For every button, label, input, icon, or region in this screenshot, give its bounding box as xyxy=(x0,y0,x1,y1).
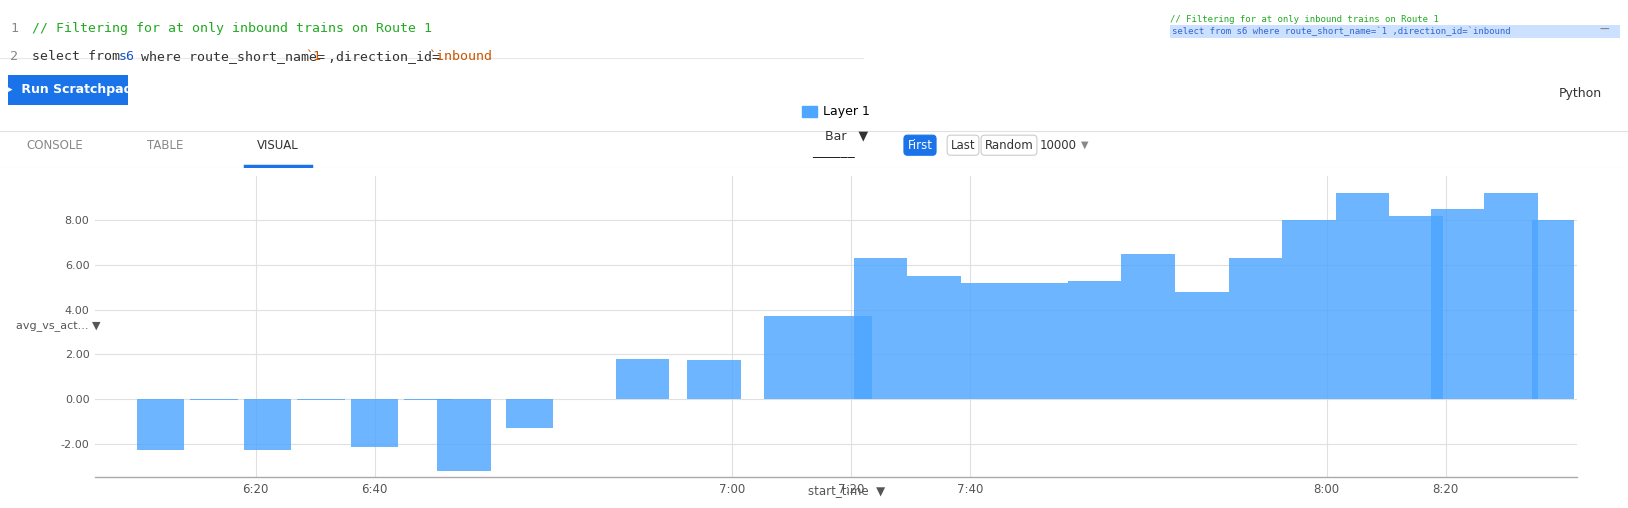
Bar xyxy=(1014,283,1068,399)
Text: `1: `1 xyxy=(306,50,322,63)
Bar xyxy=(817,316,871,399)
Bar xyxy=(615,359,669,399)
Text: VISUAL: VISUAL xyxy=(257,139,300,152)
Text: Random: Random xyxy=(985,139,1034,152)
Bar xyxy=(244,399,291,451)
Text: TABLE: TABLE xyxy=(147,139,184,152)
Text: Last: Last xyxy=(951,139,975,152)
Bar xyxy=(853,258,907,399)
Text: 2: 2 xyxy=(10,50,18,63)
Text: `inbound: `inbound xyxy=(428,50,492,63)
Bar xyxy=(1229,258,1283,399)
Bar xyxy=(1068,280,1122,399)
Bar xyxy=(137,399,184,451)
Text: CONSOLE: CONSOLE xyxy=(26,139,83,152)
Bar xyxy=(687,360,741,399)
Bar xyxy=(1431,209,1485,399)
Text: Q: Q xyxy=(1514,86,1527,100)
Bar xyxy=(1283,220,1335,399)
Text: // Filtering for at only inbound trains on Route 1: // Filtering for at only inbound trains … xyxy=(33,22,431,35)
Text: // Filtering for at only inbound trains on Route 1: // Filtering for at only inbound trains … xyxy=(1171,15,1439,24)
Bar xyxy=(1122,254,1175,399)
Text: −: − xyxy=(1599,22,1610,36)
Bar xyxy=(1175,292,1229,399)
Text: 10000: 10000 xyxy=(1040,139,1076,152)
Bar xyxy=(1485,194,1538,399)
Bar xyxy=(190,399,238,400)
Text: select from: select from xyxy=(33,50,129,63)
Text: ▼: ▼ xyxy=(1081,140,1089,150)
Text: ▶  Run Scratchpad: ▶ Run Scratchpad xyxy=(3,83,133,97)
Text: 1: 1 xyxy=(10,22,18,35)
Bar xyxy=(298,399,345,400)
Legend: Layer 1: Layer 1 xyxy=(796,101,874,123)
Text: s6: s6 xyxy=(119,50,135,63)
Bar xyxy=(1389,216,1442,399)
Bar xyxy=(438,399,490,470)
Bar xyxy=(1171,25,1620,38)
Bar xyxy=(404,399,453,400)
Text: start_time  ▼: start_time ▼ xyxy=(807,484,886,497)
Bar xyxy=(765,316,817,399)
FancyBboxPatch shape xyxy=(8,75,129,105)
Text: First: First xyxy=(907,139,933,152)
Text: 3: 3 xyxy=(10,78,18,91)
Bar xyxy=(907,276,961,399)
Text: select from s6 where route_short_name=`1 ,direction_id=`inbound: select from s6 where route_short_name=`1… xyxy=(1172,27,1511,37)
Bar xyxy=(506,399,554,428)
Y-axis label: avg_vs_act... ▼: avg_vs_act... ▼ xyxy=(16,321,101,332)
Bar xyxy=(1532,220,1574,399)
Text: ,direction_id=: ,direction_id= xyxy=(321,50,440,63)
Text: where route_short_name=: where route_short_name= xyxy=(133,50,326,63)
Bar xyxy=(352,399,399,447)
Text: Bar   ▼: Bar ▼ xyxy=(825,129,868,142)
Text: Python: Python xyxy=(1558,86,1602,100)
Bar xyxy=(961,283,1014,399)
Bar xyxy=(1335,194,1389,399)
Text: ──────: ────── xyxy=(812,152,855,166)
